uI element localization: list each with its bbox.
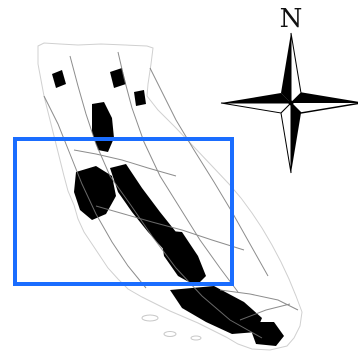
compass-shading [220,102,293,114]
road [239,303,291,321]
road [69,55,263,339]
dense-area [160,230,206,286]
channel-islands [141,314,202,341]
road [73,149,177,177]
road-network [43,51,299,339]
dense-area [248,322,284,346]
road [117,51,239,293]
island [190,335,202,341]
compass-center [288,100,294,106]
dense-area [74,166,116,220]
road [95,205,245,251]
compass-shading [291,93,358,103]
selection-box [13,137,234,286]
california-map [37,42,303,351]
north-label: N [280,4,303,34]
compass-rose-icon [220,32,358,174]
dense-area [170,286,262,334]
road [43,95,147,289]
compass-shading [290,32,302,105]
dense-area [134,90,146,106]
dense-area [52,70,66,88]
urban-density-layer [52,68,284,346]
compass-shading [280,101,292,174]
dense-area [110,68,126,88]
island [141,314,159,322]
road [149,67,269,277]
island [163,331,177,337]
